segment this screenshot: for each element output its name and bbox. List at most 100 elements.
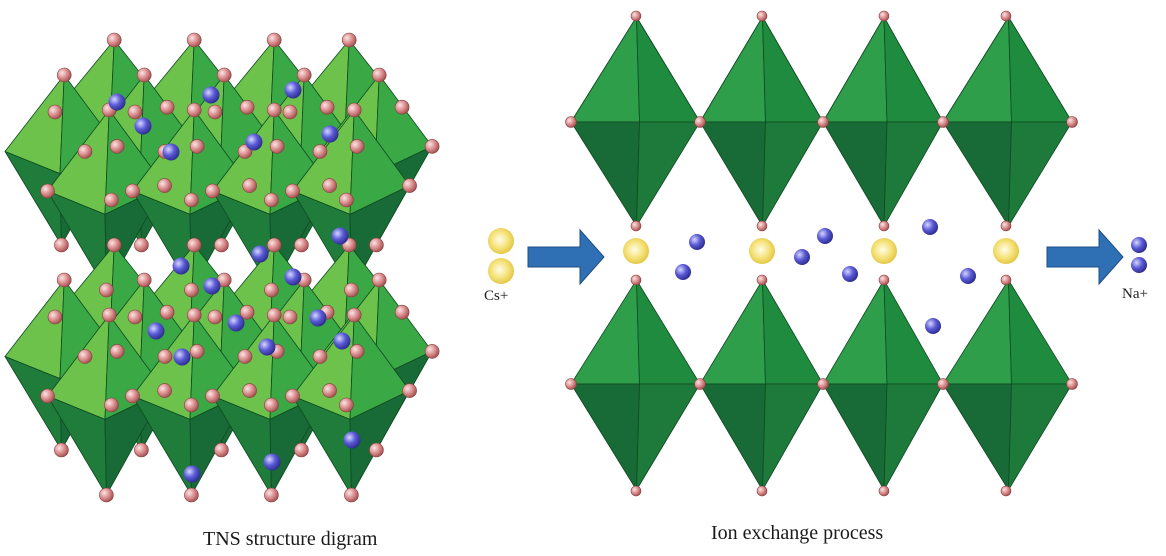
oxygen-atom [369, 442, 384, 458]
oxygen-atom [104, 397, 119, 413]
octahedron-face [762, 383, 824, 491]
octahedron-face [699, 16, 766, 123]
octahedron-face [822, 383, 888, 491]
oxygen-atom [630, 220, 642, 232]
oxygen-atom [47, 104, 63, 120]
sodium-label: Na+ [1122, 286, 1148, 302]
oxygen-atom [157, 349, 173, 364]
octahedron-face [636, 16, 701, 123]
oxygen-atom [106, 237, 122, 253]
oxygen-atom [878, 485, 890, 497]
oxygen-atom [878, 10, 890, 22]
oxygen-atom [99, 487, 114, 503]
oxygen-atom [339, 397, 354, 413]
oxygen-atom [565, 378, 577, 390]
oxygen-atom [294, 442, 309, 458]
sodium-ion [284, 268, 302, 286]
oxygen-atom [756, 274, 768, 286]
oxygen-atom [264, 397, 279, 413]
oxygen-atom [186, 32, 202, 48]
sodium-ion [794, 249, 810, 265]
octahedron [292, 314, 411, 496]
oxygen-atom [282, 309, 298, 325]
oxygen-atom [694, 378, 706, 390]
octahedron-face [699, 121, 766, 227]
octahedron-face [822, 16, 888, 123]
oxygen-atom [40, 183, 55, 199]
incoming-cesium-ions [488, 228, 514, 284]
octahedron-face [1008, 383, 1073, 491]
oxygen-atom [937, 116, 949, 128]
left-caption: TNS structure digram [203, 528, 378, 550]
sodium-ion [183, 465, 201, 483]
oxygen-atom [134, 237, 149, 253]
sodium-ion [227, 314, 245, 332]
oxygen-atom [157, 178, 172, 193]
octahedron-face [636, 279, 701, 385]
oxygen-atom [346, 102, 362, 118]
cesium-ion [623, 238, 649, 264]
octahedron-face [942, 121, 1012, 227]
oxygen-atom [285, 183, 300, 199]
octahedron [699, 279, 824, 491]
octahedron-face [1008, 16, 1073, 123]
oxygen-atom [322, 383, 337, 398]
sodium-ion [343, 431, 361, 449]
incoming-arrow-icon [527, 228, 605, 286]
octahedron-face [570, 16, 640, 123]
oxygen-atom [264, 192, 279, 208]
sodium-ion [922, 219, 938, 235]
oxygen-atom [319, 99, 335, 115]
oxygen-atom [1000, 10, 1012, 22]
outgoing-sodium-ions [1131, 237, 1147, 273]
oxygen-atom [189, 139, 205, 154]
oxygen-atom [341, 32, 357, 48]
oxygen-atom [159, 304, 175, 320]
oxygen-atom [186, 307, 202, 323]
octahedron-face [883, 16, 944, 123]
oxygen-atom [106, 32, 122, 48]
octahedron-face [349, 390, 411, 496]
oxygen-atom [54, 237, 69, 253]
sodium-ion [309, 309, 327, 327]
sodium-ion [172, 257, 190, 275]
oxygen-atom [47, 309, 63, 325]
cesium-ion [871, 238, 897, 264]
oxygen-atom [424, 344, 440, 359]
oxygen-atom [56, 67, 72, 83]
octahedron-face [822, 279, 888, 385]
oxygen-atom [817, 116, 829, 128]
sodium-ion [263, 453, 281, 471]
sodium-ion [284, 81, 302, 99]
sodium-ion [321, 125, 339, 143]
oxygen-atom [184, 487, 199, 503]
oxygen-atom [264, 487, 279, 503]
oxygen-atom [344, 487, 359, 503]
octahedron [292, 109, 411, 291]
octahedron-face [570, 121, 640, 227]
oxygen-atom [565, 116, 577, 128]
octahedron-face [636, 121, 701, 227]
oxygen-atom [40, 388, 55, 404]
oxygen-atom [1000, 220, 1012, 232]
oxygen-atom [346, 307, 362, 323]
octahedron-face [942, 279, 1012, 385]
octahedron-face [699, 383, 766, 491]
oxygen-atom [756, 485, 768, 497]
oxygen-atom [630, 274, 642, 286]
sodium-ion [689, 234, 705, 250]
oxygen-atom [134, 442, 149, 458]
octahedron-face [762, 279, 824, 385]
oxygen-atom [127, 309, 143, 325]
oxygen-atom [184, 397, 199, 413]
cesium-label: Cs+ [484, 288, 509, 304]
octahedron [570, 279, 701, 491]
oxygen-atom [1066, 378, 1078, 390]
oxygen-atom [207, 309, 223, 325]
oxygen-atom [184, 192, 199, 208]
oxygen-atom [402, 383, 417, 398]
oxygen-atom [756, 10, 768, 22]
octahedron-face [1008, 279, 1073, 385]
oxygen-atom [339, 192, 354, 208]
octahedron-face [942, 383, 1012, 491]
